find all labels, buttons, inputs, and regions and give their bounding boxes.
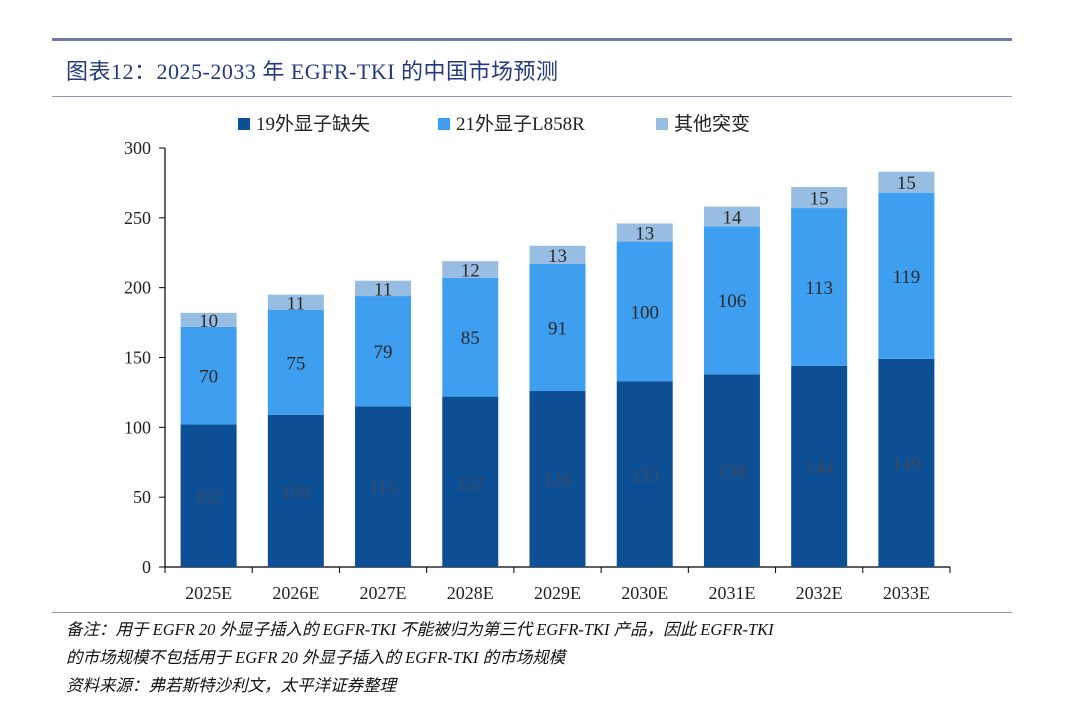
- legend-label-series1: 19外显子缺失: [256, 113, 370, 135]
- bar-2028E-series2: [442, 277, 499, 397]
- data-label-2032E-series1: 144: [805, 457, 834, 478]
- y-tick-label-300: 300: [124, 138, 151, 158]
- bar-2030E-series1: [616, 381, 673, 567]
- y-tick-label-250: 250: [124, 208, 151, 228]
- bar-2031E-series3: [703, 206, 760, 227]
- data-label-2029E-series2: 91: [548, 318, 567, 339]
- note-line-1: 备注：用于 EGFR 20 外显子插入的 EGFR-TKI 不能被归为第三代 E…: [66, 620, 774, 639]
- bar-2025E-series3: [180, 312, 237, 327]
- data-label-2025E-series3: 10: [199, 311, 218, 332]
- data-label-2029E-series1: 126: [543, 470, 572, 491]
- x-tick-label-2033E: 2033E: [883, 583, 930, 603]
- data-label-2029E-series3: 13: [548, 246, 567, 267]
- data-label-2027E-series2: 79: [374, 342, 393, 363]
- bar-2029E-series3: [529, 245, 586, 264]
- bar-2032E-series3: [791, 187, 848, 209]
- bar-2033E-series3: [878, 171, 935, 193]
- legend-swatch-series2: [438, 118, 450, 130]
- notes-rule: [52, 612, 1012, 613]
- bar-2029E-series2: [529, 263, 586, 392]
- data-label-2031E-series2: 106: [718, 291, 747, 312]
- bar-2026E-series3: [267, 294, 324, 311]
- legend-label-series2: 21外显子L858R: [456, 113, 585, 135]
- data-label-2033E-series1: 149: [892, 454, 921, 475]
- bar-2027E-series2: [355, 296, 412, 407]
- note-line-2: 的市场规模不包括用于 EGFR 20 外显子插入的 EGFR-TKI 的市场规模: [66, 648, 566, 667]
- bar-2028E-series1: [442, 396, 499, 567]
- bar-2030E-series2: [616, 241, 673, 382]
- data-label-2031E-series3: 14: [722, 207, 742, 228]
- bar-2033E-series1: [878, 358, 935, 567]
- bar-2032E-series1: [791, 365, 848, 567]
- bar-2031E-series2: [703, 226, 760, 375]
- bar-2030E-series3: [616, 223, 673, 242]
- data-label-2028E-series3: 12: [461, 261, 480, 282]
- bar-2025E-series2: [180, 326, 237, 425]
- data-label-2033E-series2: 119: [892, 267, 920, 288]
- data-label-2027E-series1: 115: [369, 478, 397, 499]
- bar-2025E-series1: [180, 424, 237, 567]
- data-label-2032E-series2: 113: [805, 278, 833, 299]
- bar-2028E-series3: [442, 261, 499, 278]
- data-label-2032E-series3: 15: [810, 189, 829, 210]
- title-underline: [52, 96, 1012, 97]
- top-rule: [52, 38, 1012, 41]
- bar-2032E-series2: [791, 208, 848, 366]
- bar-2026E-series2: [267, 310, 324, 415]
- data-label-2030E-series2: 100: [630, 302, 659, 323]
- legend-swatch-series1: [238, 118, 250, 130]
- bar-2027E-series3: [355, 280, 412, 297]
- y-tick-label-50: 50: [133, 487, 151, 507]
- data-label-2033E-series3: 15: [897, 173, 916, 194]
- x-tick-label-2030E: 2030E: [621, 583, 668, 603]
- bar-2027E-series1: [355, 406, 412, 567]
- x-tick-label-2025E: 2025E: [185, 583, 232, 603]
- x-tick-label-2031E: 2031E: [708, 583, 755, 603]
- data-label-2025E-series2: 70: [199, 367, 218, 388]
- x-tick-label-2032E: 2032E: [796, 583, 843, 603]
- x-tick-label-2028E: 2028E: [447, 583, 494, 603]
- data-label-2026E-series3: 11: [287, 293, 305, 314]
- figure-title: 图表12：2025-2033 年 EGFR-TKI 的中国市场预测: [66, 59, 559, 84]
- data-label-2030E-series1: 133: [630, 465, 659, 486]
- data-label-2031E-series1: 138: [718, 462, 747, 483]
- x-tick-label-2026E: 2026E: [272, 583, 319, 603]
- x-tick-label-2027E: 2027E: [360, 583, 407, 603]
- data-label-2026E-series1: 109: [282, 482, 311, 503]
- data-label-2028E-series2: 85: [461, 328, 480, 349]
- data-label-2030E-series3: 13: [635, 223, 654, 244]
- source-note: 资料来源：弗若斯特沙利文，太平洋证券整理: [66, 676, 396, 695]
- stacked-bar-chart: 0 50 100 150 200 250 300 102 70 10 2025E 109 75 11 202…: [124, 113, 951, 603]
- bar-2033E-series2: [878, 192, 935, 359]
- bar-2031E-series1: [703, 374, 760, 567]
- y-tick-label-0: 0: [142, 557, 151, 577]
- data-label-2026E-series2: 75: [286, 353, 305, 374]
- legend-label-series3: 其他突变: [674, 113, 750, 135]
- data-label-2028E-series1: 122: [456, 473, 485, 494]
- y-tick-label-200: 200: [124, 278, 151, 298]
- bar-2029E-series1: [529, 391, 586, 567]
- legend-swatch-series3: [656, 118, 668, 130]
- bar-2026E-series1: [267, 414, 324, 567]
- y-tick-label-100: 100: [124, 417, 151, 437]
- y-tick-label-150: 150: [124, 348, 151, 368]
- x-tick-label-2029E: 2029E: [534, 583, 581, 603]
- data-label-2025E-series1: 102: [194, 487, 223, 508]
- data-label-2027E-series3: 11: [374, 279, 392, 300]
